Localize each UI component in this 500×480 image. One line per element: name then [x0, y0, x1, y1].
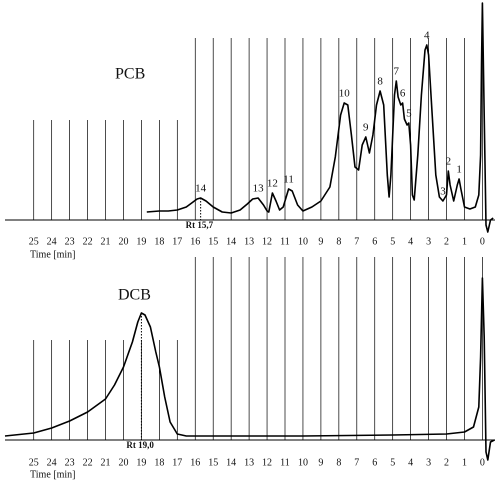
peak-label: 7	[394, 66, 400, 78]
x-tick-label: 16	[190, 457, 200, 468]
x-tick-label: 1	[462, 457, 467, 468]
x-tick-label: 15	[208, 236, 218, 247]
x-tick-label: 14	[226, 457, 236, 468]
chart-title: PCB	[115, 66, 145, 83]
x-tick-label: 0	[480, 236, 485, 247]
x-tick-label: 18	[154, 457, 164, 468]
peak-label: 6	[400, 88, 406, 100]
x-tick-label: 19	[136, 236, 146, 247]
x-tick-label: 10	[298, 457, 308, 468]
x-tick-label: 1	[462, 236, 467, 247]
x-tick-label: 23	[65, 236, 75, 247]
x-tick-label: 12	[262, 457, 272, 468]
x-tick-label: 6	[372, 457, 377, 468]
x-tick-label: 7	[354, 236, 359, 247]
x-tick-label: 20	[118, 457, 128, 468]
x-tick-label: 22	[83, 457, 93, 468]
x-tick-label: 8	[336, 236, 341, 247]
x-tick-label: 19	[136, 457, 146, 468]
x-axis-label: Time [min]	[30, 249, 75, 260]
chart-title: DCB	[118, 287, 151, 304]
x-tick-label: 9	[318, 236, 323, 247]
x-tick-label: 21	[101, 457, 111, 468]
x-tick-label: 13	[244, 457, 254, 468]
x-tick-label: 24	[47, 236, 57, 247]
x-tick-label: 2	[444, 457, 449, 468]
peak-label: 14	[195, 183, 207, 195]
peak-label: 3	[440, 186, 446, 198]
x-tick-label: 24	[47, 457, 57, 468]
x-tick-label: 9	[318, 457, 323, 468]
x-tick-label: 3	[426, 236, 431, 247]
retention-label: Rt 15,7	[186, 220, 214, 230]
x-tick-label: 15	[208, 457, 218, 468]
x-tick-label: 3	[426, 457, 431, 468]
x-tick-label: 17	[172, 457, 182, 468]
x-tick-label: 4	[408, 236, 413, 247]
x-tick-label: 16	[190, 236, 200, 247]
x-tick-label: 8	[336, 457, 341, 468]
x-tick-label: 14	[226, 236, 236, 247]
peak-label: 11	[283, 174, 294, 186]
x-axis-label: Time [min]	[30, 469, 75, 480]
peak-label: 8	[377, 76, 383, 88]
trace	[146, 2, 494, 233]
peak-label: 12	[267, 178, 278, 190]
x-tick-label: 10	[298, 236, 308, 247]
x-tick-label: 21	[101, 236, 111, 247]
peak-label: 1	[456, 164, 462, 176]
x-tick-label: 22	[83, 236, 93, 247]
peak-label: 9	[363, 122, 369, 134]
peak-label: 10	[339, 88, 351, 100]
x-tick-label: 12	[262, 236, 272, 247]
x-tick-label: 5	[390, 457, 395, 468]
peak-label: 2	[446, 156, 452, 168]
peak-label: 13	[253, 183, 265, 195]
x-tick-label: 5	[390, 236, 395, 247]
x-tick-label: 6	[372, 236, 377, 247]
x-tick-label: 2	[444, 236, 449, 247]
x-tick-label: 4	[408, 457, 413, 468]
x-tick-label: 25	[29, 236, 39, 247]
retention-label: Rt 19,0	[126, 440, 154, 450]
trace	[4, 277, 495, 461]
x-tick-label: 11	[280, 236, 290, 247]
x-tick-label: 25	[29, 457, 39, 468]
x-tick-label: 7	[354, 457, 359, 468]
x-tick-label: 11	[280, 457, 290, 468]
x-tick-label: 23	[65, 457, 75, 468]
x-tick-label: 0	[480, 457, 485, 468]
peak-label: 5	[406, 108, 412, 120]
x-tick-label: 17	[172, 236, 182, 247]
x-tick-label: 20	[118, 236, 128, 247]
x-tick-label: 13	[244, 236, 254, 247]
peak-label: 4	[424, 30, 430, 42]
x-tick-label: 18	[154, 236, 164, 247]
